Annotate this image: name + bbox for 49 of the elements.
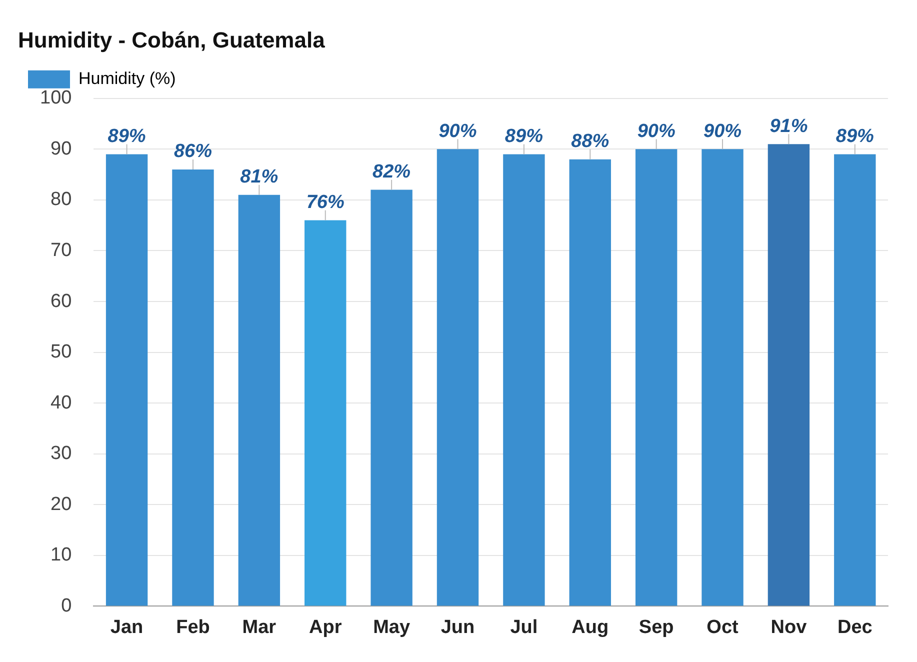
bar [503, 154, 545, 606]
y-tick-label: 20 [50, 494, 72, 515]
x-tick-label: May [373, 616, 410, 638]
bar [304, 220, 346, 606]
y-tick-label: 50 [50, 342, 72, 363]
bar [768, 144, 810, 606]
y-tick-label: 30 [50, 443, 72, 464]
x-tick-label: Mar [242, 616, 277, 638]
x-tick-label: Aug [572, 616, 609, 638]
data-label: 89% [504, 126, 544, 147]
y-tick-label: 60 [50, 290, 72, 312]
bar [436, 149, 479, 606]
data-label: 81% [240, 166, 278, 188]
x-tick-label: Jun [440, 616, 475, 638]
bar [106, 154, 148, 606]
bar [569, 159, 611, 606]
bar [702, 149, 744, 606]
legend-label: Humidity (%) [78, 69, 176, 88]
bar [834, 154, 876, 606]
data-label: 91% [770, 116, 808, 137]
y-tick-label: 90 [50, 138, 72, 160]
bar [238, 194, 280, 606]
y-tick-label: 80 [50, 189, 72, 210]
bar [635, 149, 678, 606]
bar [172, 169, 214, 606]
y-tick-label: 70 [50, 240, 72, 261]
data-label: 88% [571, 131, 610, 152]
x-tick-label: Feb [176, 616, 210, 638]
x-tick-label: Oct [706, 616, 740, 638]
data-label: 90% [438, 120, 477, 142]
y-tick-label: 100 [40, 88, 72, 109]
x-tick-label: Sep [638, 616, 674, 638]
data-label: 82% [372, 162, 411, 183]
x-tick-label: Apr [309, 616, 342, 638]
bar [370, 190, 412, 606]
data-label: 89% [836, 126, 874, 147]
chart-title: Humidity - Cobán, Guatemala [18, 27, 326, 52]
x-tick-label: Dec [837, 616, 873, 638]
y-tick-label: 40 [50, 392, 72, 414]
x-tick-label: Jul [510, 616, 538, 638]
data-label: 89% [108, 126, 146, 147]
y-tick-label: 0 [61, 595, 72, 616]
x-tick-label: Jan [110, 616, 144, 638]
data-label: 76% [306, 192, 344, 214]
data-label: 86% [174, 141, 212, 162]
x-tick-label: Nov [770, 616, 808, 638]
data-label: 90% [637, 120, 676, 142]
y-tick-label: 10 [50, 544, 72, 566]
data-label: 90% [704, 120, 742, 142]
